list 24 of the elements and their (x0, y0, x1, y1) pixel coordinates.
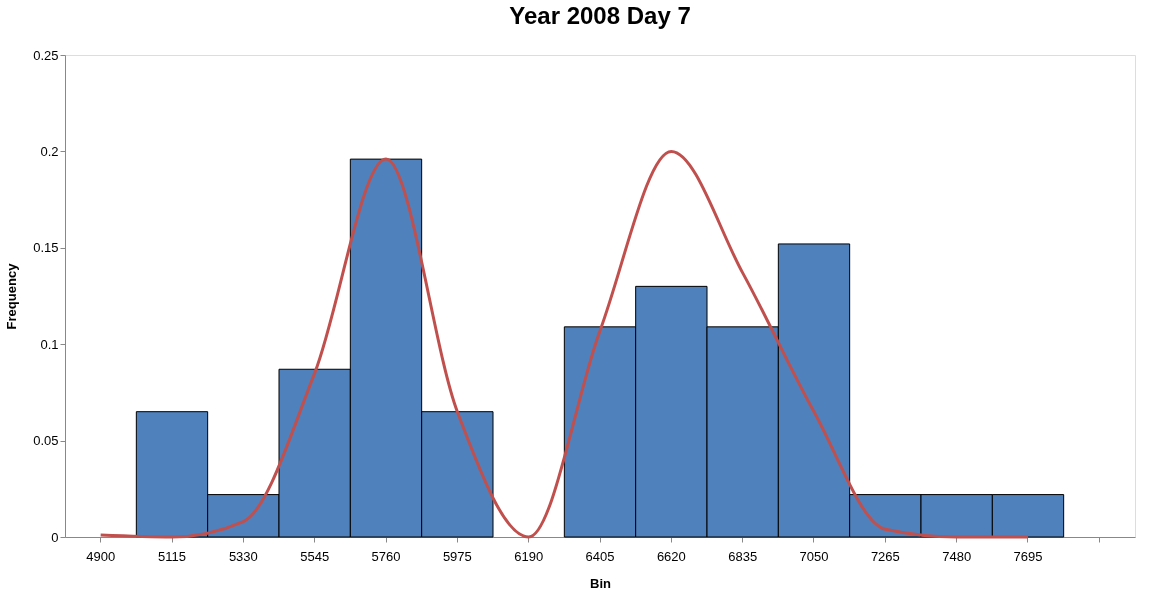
x-tick-label: 6620 (656, 548, 686, 564)
x-tick-label: 4900 (86, 548, 116, 564)
x-tick-label: 6835 (728, 548, 758, 564)
x-tick-label: 7480 (942, 548, 972, 564)
y-tick-label: 0.1 (40, 336, 59, 352)
chart-title: Year 2008 Day 7 (509, 2, 691, 29)
x-tick-label: 5975 (442, 548, 472, 564)
y-tick-label: 0.05 (33, 433, 59, 449)
x-axis-title: Bin (590, 575, 612, 591)
x-tick-label: 5545 (300, 548, 330, 564)
y-axis-title: Frequency (4, 262, 20, 330)
x-tick-label: 5760 (371, 548, 401, 564)
x-tick-label: 5330 (228, 548, 258, 564)
x-tick-label: 7050 (799, 548, 829, 564)
x-tick-label: 6190 (514, 548, 544, 564)
y-tick-label: 0.2 (40, 143, 59, 159)
x-tick-label: 6405 (585, 548, 615, 564)
x-tick-label: 7695 (1013, 548, 1043, 564)
x-tick-label: 5115 (158, 548, 186, 564)
line-series (99, 149, 1030, 539)
y-tick-label: 0.25 (33, 47, 59, 63)
y-tick-label: 0.15 (33, 240, 59, 256)
x-tick-label: 7265 (870, 548, 900, 564)
y-tick-label: 0 (51, 529, 59, 545)
